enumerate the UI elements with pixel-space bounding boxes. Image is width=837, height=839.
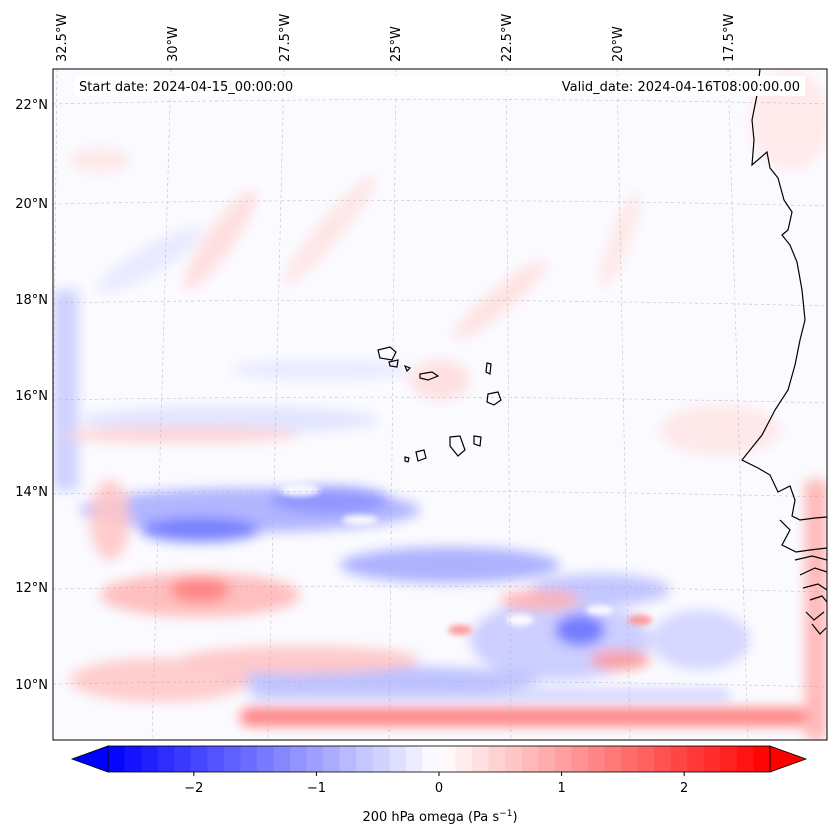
lon-label-20w: 20°W <box>611 26 626 62</box>
colorbar-segment <box>306 746 324 772</box>
colorbar-segment <box>422 746 440 772</box>
lat-label-12n: 12°N <box>15 581 48 596</box>
longitude-labels: 32.5°W 30°W 27.5°W 25°W 22.5°W 20°W 17.5… <box>55 14 737 62</box>
colorbar-segment <box>439 746 457 772</box>
africa-coastline-south <box>779 519 827 635</box>
colorbar-segment <box>637 746 655 772</box>
lon-label-22-5w: 22.5°W <box>500 14 515 62</box>
colorbar-segment <box>405 746 424 772</box>
lat-label-18n: 18°N <box>15 293 48 308</box>
lat-label-22n: 22°N <box>15 98 48 113</box>
colorbar-segment <box>703 746 721 772</box>
colorbar-segment <box>554 746 572 772</box>
colorbar-segment <box>157 746 175 772</box>
colorbar-segment <box>190 746 208 772</box>
latitude-labels: 22°N 20°N 18°N 16°N 14°N 12°N 10°N <box>15 98 48 693</box>
lat-label-14n: 14°N <box>15 485 48 500</box>
colorbar-segment <box>521 746 539 772</box>
colorbar-segment <box>339 746 357 772</box>
colorbar-segment <box>207 746 225 772</box>
colorbar-segment <box>505 746 523 772</box>
colorbar-segment <box>356 746 374 772</box>
colorbar-segment <box>654 746 672 772</box>
lat-label-16n: 16°N <box>15 389 48 404</box>
colorbar-segment <box>621 746 639 772</box>
colorbar-extend-min <box>70 745 109 773</box>
colorbar-segment <box>240 746 258 772</box>
map-area <box>53 69 827 740</box>
colorbar-segment <box>141 746 159 772</box>
colorbar: −2 −1 0 1 2 200 hPa omega (Pa s−1) <box>70 745 808 825</box>
colorbar-segment <box>736 746 755 772</box>
lon-label-17-5w: 17.5°W <box>722 14 737 62</box>
lat-label-20n: 20°N <box>15 197 48 212</box>
colorbar-segment <box>604 746 622 772</box>
colorbar-segment <box>323 746 341 772</box>
gridlines <box>53 69 827 740</box>
lon-label-30w: 30°W <box>166 26 181 62</box>
colorbar-segment <box>290 746 308 772</box>
colorbar-extend-max <box>769 745 808 773</box>
colorbar-segment <box>571 746 589 772</box>
africa-coastline <box>741 69 827 521</box>
colorbar-tick-label: 2 <box>680 781 688 796</box>
colorbar-tick-label: −1 <box>307 781 326 796</box>
colorbar-segment <box>687 746 705 772</box>
valid-date-label: Valid_date: 2024-04-16T08:00:00.00 <box>562 80 800 95</box>
colorbar-label: 200 hPa omega (Pa s−1) <box>362 809 517 825</box>
lon-label-32-5w: 32.5°W <box>55 14 70 62</box>
colorbar-segment <box>108 746 126 772</box>
colorbar-segment <box>670 746 688 772</box>
colorbar-tick-label: 1 <box>557 781 565 796</box>
title-strip <box>75 76 805 96</box>
colorbar-segments <box>108 746 771 772</box>
colorbar-segment <box>389 746 407 772</box>
colorbar-segment <box>372 746 390 772</box>
colorbar-ticks: −2 −1 0 1 2 <box>184 772 688 796</box>
colorbar-segment <box>455 746 473 772</box>
lon-label-25w: 25°W <box>389 26 404 62</box>
colorbar-segment <box>223 746 241 772</box>
lat-label-10n: 10°N <box>15 678 48 693</box>
colorbar-segment <box>273 746 291 772</box>
omega-fine-detail <box>280 484 652 635</box>
cape-verde-islands <box>377 346 502 463</box>
map-frame <box>52 68 828 741</box>
colorbar-segment <box>174 746 192 772</box>
colorbar-tick-label: −2 <box>184 781 203 796</box>
colorbar-segment <box>753 746 771 772</box>
colorbar-segment <box>587 746 606 772</box>
start-date-label: Start date: 2024-04-15_00:00:00 <box>79 80 293 95</box>
omega-field <box>53 70 827 740</box>
colorbar-segment <box>538 746 556 772</box>
colorbar-tick-label: 0 <box>435 781 443 796</box>
colorbar-segment <box>720 746 738 772</box>
colorbar-segment <box>488 746 506 772</box>
colorbar-segment <box>256 746 275 772</box>
colorbar-segment <box>472 746 490 772</box>
colorbar-segment <box>124 746 142 772</box>
lon-label-27-5w: 27.5°W <box>278 14 293 62</box>
